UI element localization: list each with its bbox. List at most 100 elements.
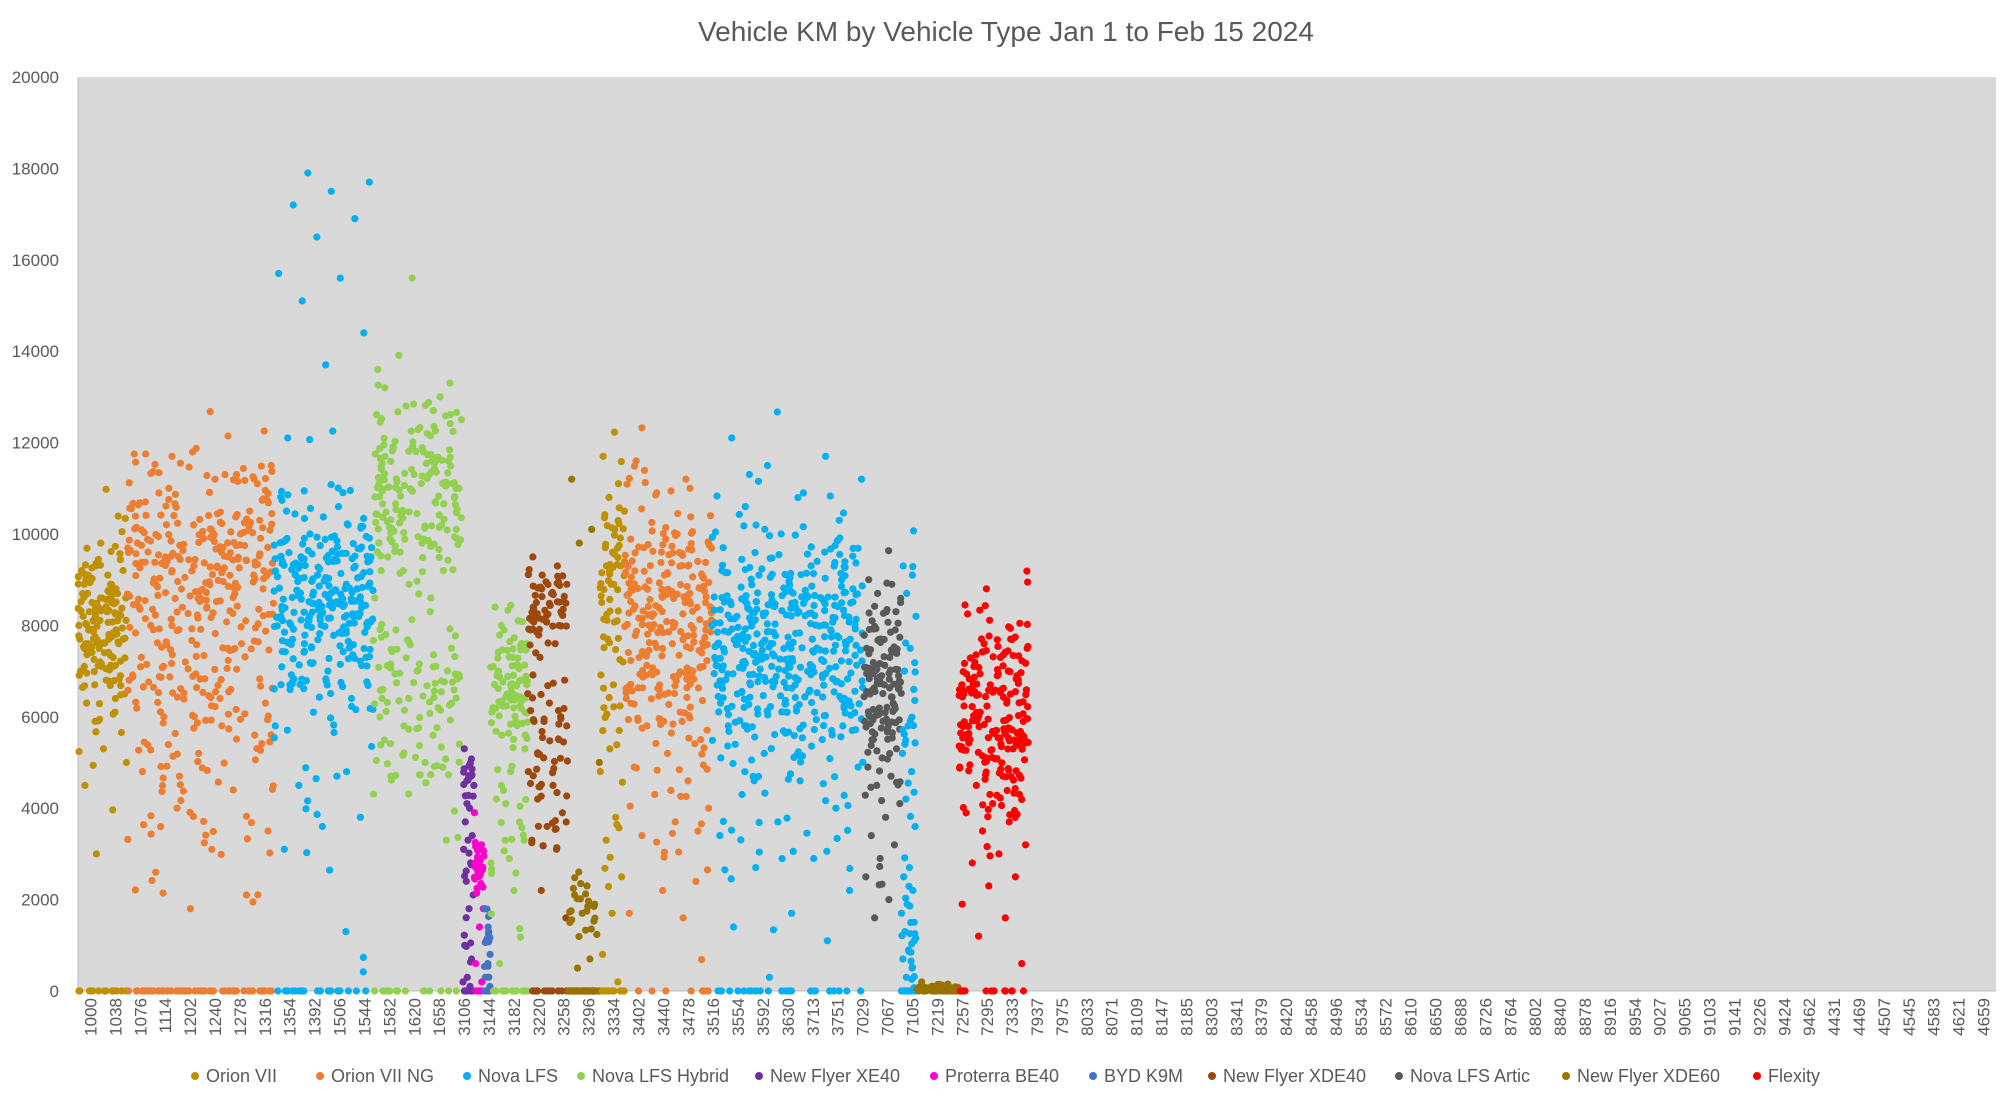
data-point — [984, 813, 992, 821]
data-point — [555, 621, 563, 630]
data-point — [138, 768, 146, 776]
data-point — [449, 427, 457, 435]
data-point — [830, 647, 838, 655]
data-point — [630, 462, 639, 470]
data-point — [956, 764, 964, 772]
data-point — [679, 610, 687, 618]
data-point — [233, 665, 241, 673]
data-point — [644, 630, 652, 638]
data-point — [328, 599, 336, 607]
data-point — [268, 509, 276, 518]
data-point — [900, 873, 908, 881]
data-point — [906, 902, 914, 910]
data-point — [733, 690, 742, 698]
data-point — [741, 503, 750, 511]
data-point — [604, 883, 613, 891]
data-point — [431, 679, 439, 687]
data-point — [300, 648, 308, 656]
data-point — [435, 545, 443, 554]
x-tick-label: 9027 — [1651, 998, 1670, 1036]
data-point — [132, 698, 140, 706]
data-point — [613, 544, 622, 552]
data-point — [698, 697, 707, 705]
data-point — [768, 662, 776, 671]
data-point — [738, 790, 746, 799]
data-point — [885, 547, 893, 555]
data-point — [381, 470, 389, 478]
data-point — [202, 716, 210, 725]
data-point — [280, 628, 289, 636]
data-point — [600, 644, 608, 652]
data-point — [1024, 738, 1032, 747]
data-point — [791, 674, 799, 682]
x-tick-label: 3144 — [480, 998, 499, 1036]
data-point — [351, 654, 359, 663]
x-axis-ticks: 1000 1038 1076 1114 1202 1240 1278 1316 1354 1392… — [81, 998, 1993, 1036]
data-point — [509, 744, 517, 752]
data-point — [903, 589, 911, 598]
data-point — [413, 509, 421, 518]
data-point — [902, 736, 910, 745]
x-tick-label: 8033 — [1078, 998, 1097, 1036]
data-point — [211, 629, 219, 638]
data-point — [389, 443, 397, 451]
data-point — [724, 711, 733, 719]
data-point — [307, 644, 316, 652]
data-point — [664, 689, 673, 697]
data-point — [822, 797, 830, 805]
data-point — [1003, 786, 1011, 795]
data-point — [810, 668, 818, 676]
data-point — [260, 567, 268, 575]
data-point — [129, 499, 137, 507]
data-point — [221, 471, 229, 479]
data-point — [683, 582, 691, 591]
data-point — [839, 722, 847, 730]
data-point — [614, 480, 623, 488]
data-point — [585, 897, 593, 905]
data-point — [132, 523, 140, 532]
data-point — [79, 612, 87, 620]
data-point — [748, 581, 756, 589]
data-point — [820, 681, 828, 689]
data-point — [694, 827, 702, 835]
data-point — [663, 618, 671, 626]
data-point — [83, 544, 91, 552]
data-point — [820, 712, 828, 720]
data-point — [638, 666, 647, 675]
data-point — [965, 739, 973, 747]
data-point — [322, 361, 330, 369]
data-point — [640, 466, 649, 474]
data-point — [756, 665, 764, 673]
data-point — [1018, 960, 1026, 968]
data-point — [83, 621, 91, 629]
data-point — [659, 530, 668, 538]
data-point — [833, 632, 841, 640]
data-point — [598, 569, 606, 577]
data-point — [728, 625, 736, 633]
data-point — [705, 804, 713, 812]
data-point — [638, 615, 646, 623]
data-point — [849, 585, 857, 593]
data-point — [257, 462, 265, 470]
data-point — [185, 987, 193, 995]
data-point — [887, 646, 896, 654]
data-point — [287, 621, 295, 629]
data-point — [678, 717, 686, 726]
data-point — [497, 819, 505, 827]
data-point — [849, 544, 857, 553]
legend-label: Nova LFS Artic — [1410, 1066, 1530, 1086]
data-point — [889, 707, 897, 716]
data-point — [665, 628, 673, 636]
data-point — [460, 931, 468, 939]
data-point — [548, 819, 557, 827]
data-point — [352, 987, 360, 995]
data-point — [457, 416, 465, 424]
data-point — [412, 448, 420, 456]
legend-label: New Flyer XDE60 — [1577, 1066, 1720, 1086]
data-point — [168, 622, 176, 630]
data-point — [808, 698, 816, 707]
data-point — [543, 618, 551, 626]
data-point — [649, 547, 657, 555]
data-point — [740, 695, 748, 703]
data-point — [81, 561, 90, 569]
